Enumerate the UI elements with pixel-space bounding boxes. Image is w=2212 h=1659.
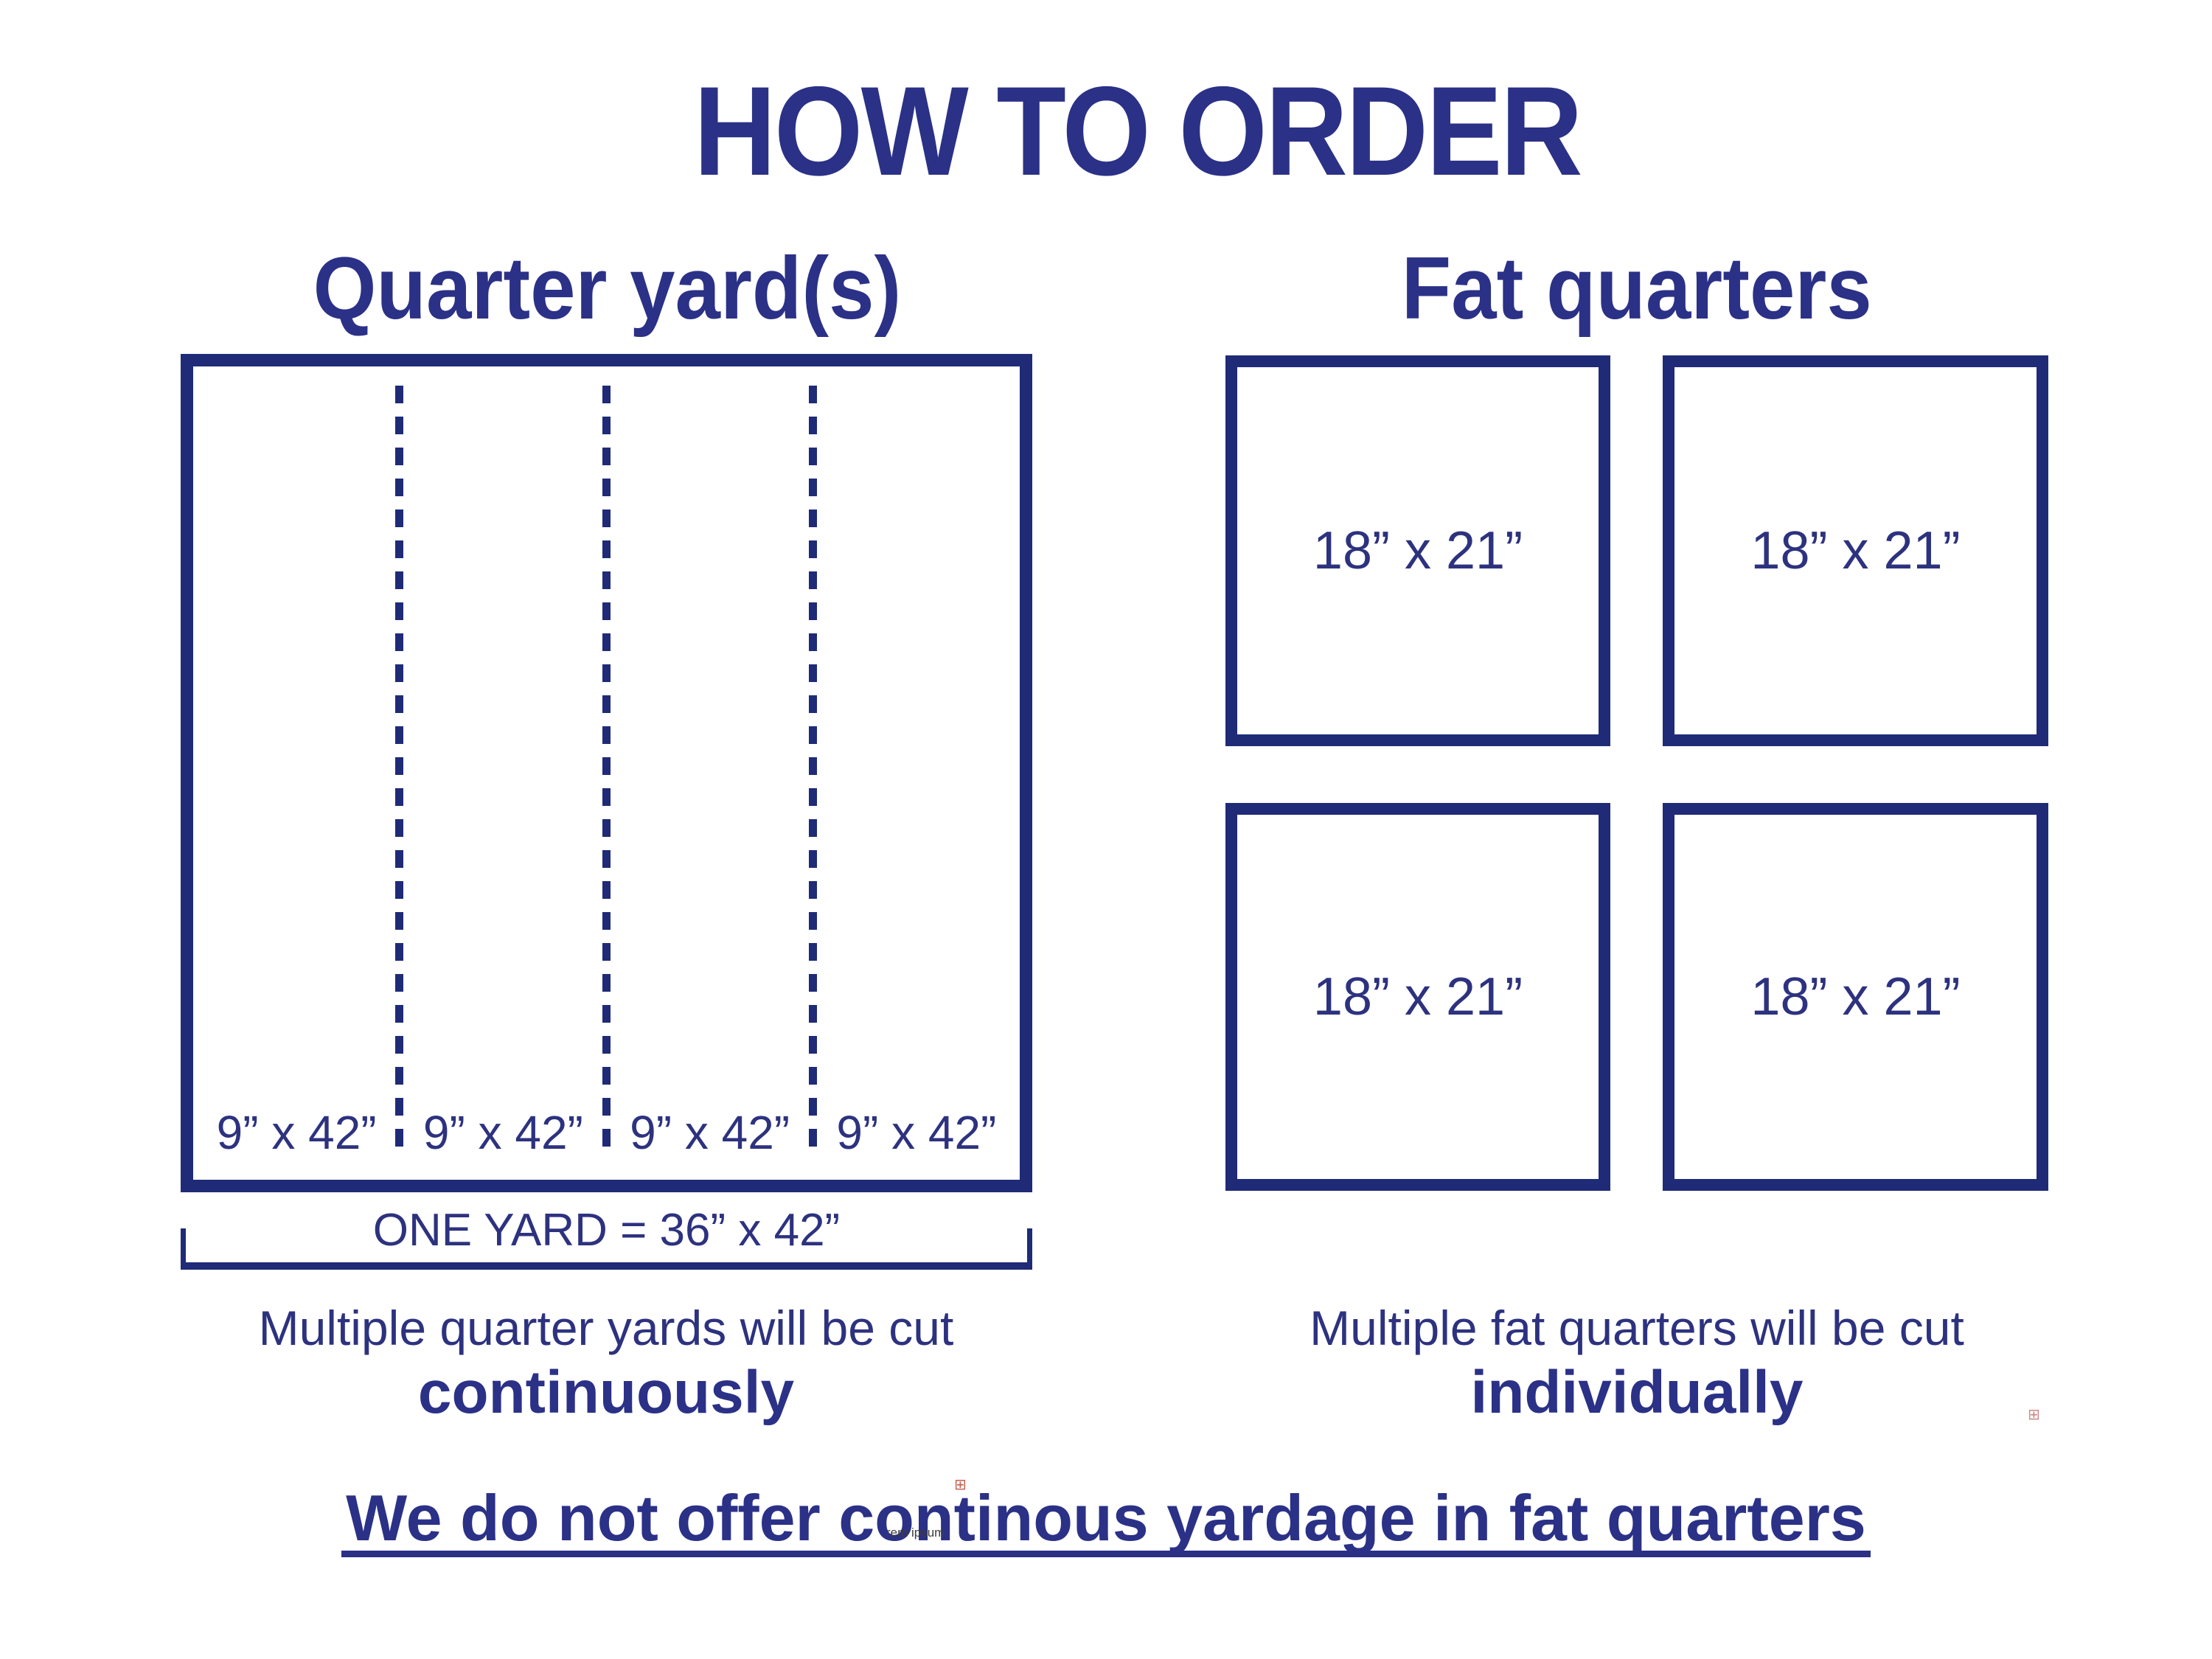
one-yard-label: ONE YARD = 36” x 42” bbox=[372, 1205, 841, 1256]
page-title: HOW TO ORDER bbox=[31, 65, 2212, 198]
fabric-strip: 9” x 42” bbox=[400, 366, 606, 1180]
fat-quarter-size-label: 18” x 21” bbox=[1312, 967, 1523, 1026]
fat-quarters-heading-text: Fat quarters bbox=[1401, 239, 1873, 338]
watermark-fragment: rem ipsum bbox=[886, 1526, 945, 1540]
page-title-text: HOW TO ORDER bbox=[693, 60, 1582, 202]
strip-size-label: 9” x 42” bbox=[630, 1106, 790, 1159]
footer-notice: We do not offer continous yardage in fat… bbox=[0, 1486, 2212, 1557]
fat-quarters-cut-note-line1: Multiple fat quarters will be cut bbox=[1310, 1301, 1964, 1355]
fat-quarters-cut-note-line2: individually bbox=[1470, 1359, 1804, 1426]
quarter-yard-box: 9” x 42” 9” x 42” 9” x 42” 9” x 42” bbox=[181, 354, 1032, 1192]
fat-quarter-box: 18” x 21” bbox=[1663, 803, 2048, 1191]
strip-size-label: 9” x 42” bbox=[836, 1106, 997, 1159]
fat-quarter-size-label: 18” x 21” bbox=[1312, 521, 1523, 580]
grid-marker-icon: ⊞ bbox=[954, 1475, 967, 1493]
quarter-yards-heading-text: Quarter yard(s) bbox=[313, 239, 901, 338]
section-heading-fat-quarters: Fat quarters bbox=[1213, 242, 2061, 335]
one-yard-bracket bbox=[181, 1228, 1032, 1270]
fat-quarter-box: 18” x 21” bbox=[1225, 355, 1610, 746]
fat-quarter-size-label: 18” x 21” bbox=[1750, 521, 1961, 580]
fabric-strip: 9” x 42” bbox=[813, 366, 1020, 1180]
quarter-yards-cut-note-line1: Multiple quarter yards will be cut bbox=[258, 1301, 954, 1355]
fabric-strip: 9” x 42” bbox=[607, 366, 813, 1180]
strip-size-label: 9” x 42” bbox=[422, 1106, 583, 1159]
quarter-yards-cut-note-line2: continuously bbox=[417, 1359, 795, 1426]
fat-quarter-box: 18” x 21” bbox=[1225, 803, 1610, 1191]
footer-notice-text: We do not offer continous yardage in fat… bbox=[341, 1486, 1871, 1557]
fat-quarter-size-label: 18” x 21” bbox=[1750, 967, 1961, 1026]
fat-quarter-box: 18” x 21” bbox=[1663, 355, 2048, 746]
grid-marker-icon: ⊞ bbox=[2028, 1405, 2040, 1423]
fabric-strip: 9” x 42” bbox=[193, 366, 400, 1180]
strip-size-label: 9” x 42” bbox=[216, 1106, 377, 1159]
section-heading-quarter-yards: Quarter yard(s) bbox=[183, 242, 1031, 335]
